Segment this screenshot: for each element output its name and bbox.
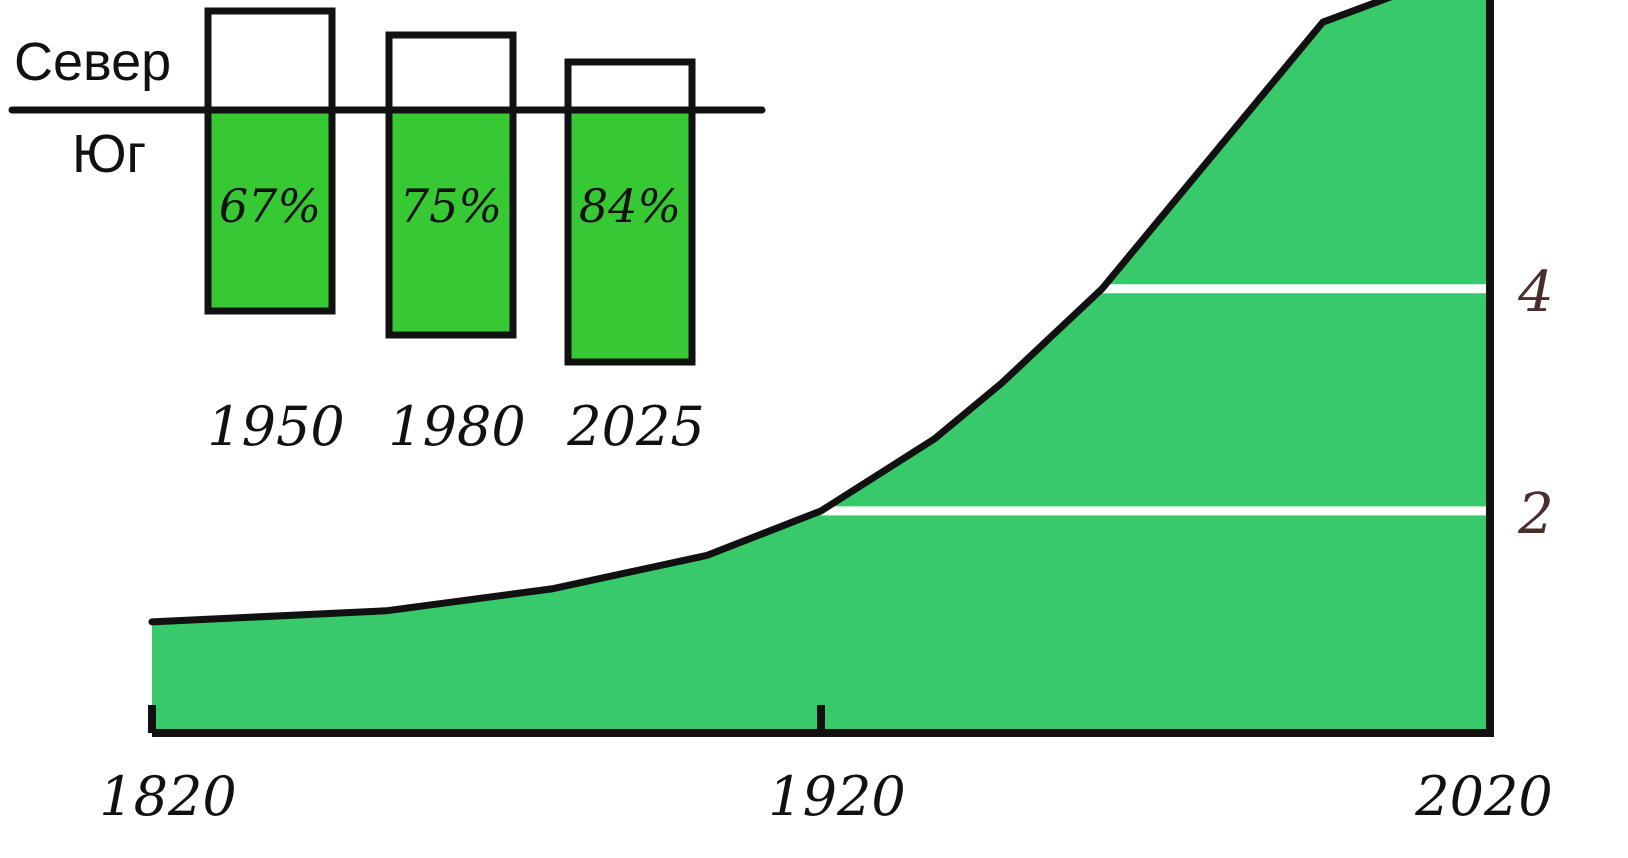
x-tick-label-2020: 2020: [1414, 765, 1552, 828]
inset-bar-chart: Север Юг 67% 1950 75% 1980 84% 2025: [8, 7, 766, 458]
y-tick-label-4: 4: [1517, 260, 1554, 325]
area-chart: 1820 1920 2020 2 4: [99, 0, 1554, 828]
bar-value-label-1950: 67%: [219, 179, 321, 233]
bar-category-label-1950: 1950: [207, 395, 344, 458]
bar-value-label-1980: 75%: [400, 179, 502, 233]
bar-category-label-1980: 1980: [388, 395, 525, 458]
north-label: Север: [14, 32, 171, 92]
y-tick-label-2: 2: [1517, 482, 1554, 547]
bar-north-2025: [564, 58, 696, 114]
area-series-line: [148, 0, 1393, 626]
bar-north-1950: [204, 7, 336, 114]
area-fill: [152, 0, 1490, 733]
bar-value-label-2025: 84%: [579, 179, 681, 233]
x-tick-label-1820: 1820: [99, 765, 236, 828]
bar-north-1980: [385, 31, 517, 114]
bar-category-label-2025: 2025: [566, 395, 704, 458]
south-label: Юг: [72, 124, 146, 184]
bar-south-2025: [564, 106, 696, 366]
x-tick-label-1920: 1920: [768, 765, 905, 828]
